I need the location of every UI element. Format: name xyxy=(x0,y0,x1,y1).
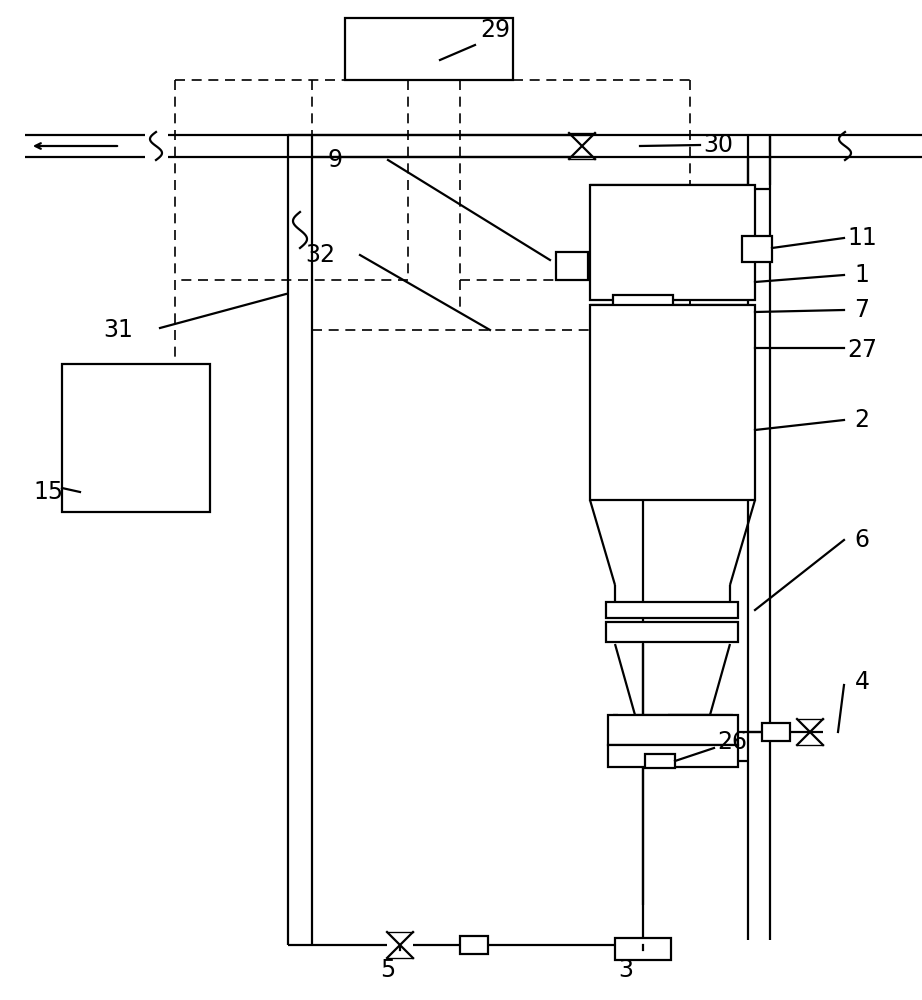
Text: 7: 7 xyxy=(855,298,869,322)
Text: 3: 3 xyxy=(619,958,633,982)
Bar xyxy=(556,252,588,280)
Text: 32: 32 xyxy=(305,243,335,267)
Text: 6: 6 xyxy=(855,528,869,552)
Bar xyxy=(615,938,671,960)
Bar xyxy=(645,754,675,768)
Bar xyxy=(762,723,790,741)
Bar xyxy=(590,305,755,500)
Text: 2: 2 xyxy=(855,408,869,432)
Text: 11: 11 xyxy=(847,226,877,250)
Text: 15: 15 xyxy=(33,480,63,504)
Bar xyxy=(742,236,772,262)
Text: 26: 26 xyxy=(717,730,747,754)
Text: 4: 4 xyxy=(855,670,869,694)
Bar xyxy=(345,18,513,80)
Text: 30: 30 xyxy=(703,133,733,157)
Text: 1: 1 xyxy=(855,263,869,287)
Bar xyxy=(62,364,210,512)
Text: 29: 29 xyxy=(480,18,510,42)
Bar xyxy=(608,745,738,767)
Text: 5: 5 xyxy=(381,958,396,982)
Bar xyxy=(460,936,488,954)
Text: 31: 31 xyxy=(103,318,133,342)
Text: 9: 9 xyxy=(327,148,342,172)
Bar xyxy=(590,185,755,300)
Text: 27: 27 xyxy=(847,338,877,362)
Bar xyxy=(606,622,738,642)
Bar xyxy=(608,715,738,745)
Bar xyxy=(613,295,673,315)
Bar xyxy=(606,602,738,618)
